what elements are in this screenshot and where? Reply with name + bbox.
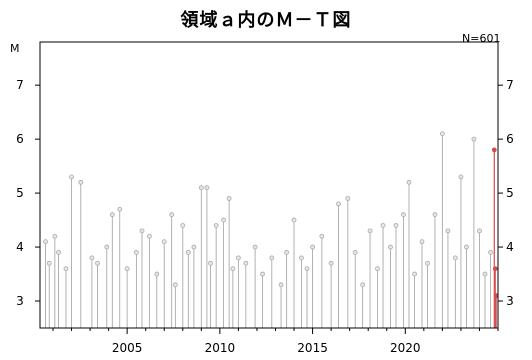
stem-point bbox=[104, 244, 110, 250]
stem-point bbox=[198, 185, 204, 191]
stem-point bbox=[367, 228, 373, 234]
stem-point bbox=[491, 147, 497, 153]
stem-point bbox=[352, 250, 358, 255]
stem-point bbox=[284, 250, 290, 255]
stem-point bbox=[243, 260, 249, 266]
x-tick-label: 2005 bbox=[112, 341, 143, 355]
stem-point bbox=[252, 244, 258, 250]
stem-point bbox=[154, 271, 160, 277]
y-tick-label-right: 7 bbox=[506, 78, 514, 92]
stem-point bbox=[360, 282, 366, 288]
stem-point bbox=[230, 266, 236, 272]
y-tick-label-left: 4 bbox=[16, 240, 24, 254]
stem-point bbox=[204, 185, 210, 191]
stem-point bbox=[89, 255, 95, 261]
stem-point bbox=[345, 196, 351, 201]
stem-point bbox=[185, 250, 191, 255]
stem-point bbox=[117, 206, 123, 212]
y-tick-label-right: 6 bbox=[506, 132, 514, 146]
stem-point bbox=[56, 250, 61, 255]
x-tick-label: 2010 bbox=[205, 341, 236, 355]
x-tick-label: 2020 bbox=[390, 341, 421, 355]
stem-point bbox=[221, 217, 226, 223]
y-tick-label-right: 4 bbox=[506, 240, 514, 254]
stem-point bbox=[375, 266, 380, 272]
y-tick-label-left: 6 bbox=[16, 132, 24, 146]
stem-point bbox=[406, 179, 412, 185]
stem-point bbox=[63, 266, 69, 272]
stem-point bbox=[109, 212, 115, 218]
stem-point bbox=[169, 212, 175, 218]
stem-point bbox=[439, 131, 445, 137]
stem-point bbox=[445, 228, 451, 234]
stem-point bbox=[46, 260, 52, 266]
x-tick-label: 2015 bbox=[297, 341, 328, 355]
y-axis-label: M bbox=[10, 42, 20, 55]
stem-point bbox=[226, 196, 232, 201]
stem-point bbox=[310, 244, 315, 250]
stem-point bbox=[269, 255, 275, 261]
plot-frame bbox=[39, 41, 499, 329]
stem-point bbox=[319, 233, 325, 239]
stem-point bbox=[134, 250, 139, 255]
stem-point bbox=[401, 212, 406, 218]
stem-point bbox=[147, 233, 152, 239]
stem-point bbox=[180, 223, 186, 228]
y-tick-label-right: 5 bbox=[506, 186, 514, 200]
stem-point bbox=[69, 174, 74, 180]
stem-point bbox=[458, 174, 464, 180]
stem-point bbox=[124, 266, 130, 272]
stem-point bbox=[161, 239, 167, 245]
stem-point bbox=[291, 217, 297, 223]
stem-point bbox=[492, 266, 498, 272]
stem-point bbox=[488, 250, 493, 255]
y-tick-label-left: 7 bbox=[16, 78, 24, 92]
stem-point bbox=[464, 244, 469, 250]
stem-point bbox=[412, 271, 417, 277]
stem-point bbox=[380, 223, 386, 228]
stem-point bbox=[191, 244, 197, 250]
stem-point bbox=[452, 255, 458, 261]
stem-point bbox=[52, 233, 58, 239]
stem-point bbox=[388, 244, 393, 250]
stem-point bbox=[208, 260, 213, 266]
stem-point bbox=[432, 212, 438, 218]
chart-title: 領域ａ内のＭ－Ｔ図 bbox=[180, 10, 352, 31]
stem-point bbox=[278, 282, 284, 288]
stem-point bbox=[139, 228, 145, 234]
stem-point bbox=[482, 271, 488, 277]
stem-point bbox=[393, 223, 399, 228]
stem-point bbox=[260, 271, 265, 277]
stem-point bbox=[95, 260, 100, 266]
stem-point bbox=[236, 255, 241, 261]
stem-point bbox=[425, 260, 430, 266]
stem-point bbox=[419, 239, 425, 245]
y-tick-label-left: 3 bbox=[16, 294, 24, 308]
stem-point bbox=[471, 136, 477, 142]
y-tick-label-left: 5 bbox=[16, 186, 24, 200]
stem-point bbox=[477, 228, 482, 234]
stem-point bbox=[172, 282, 178, 288]
stem-point bbox=[43, 239, 48, 245]
stem-point bbox=[213, 223, 219, 228]
stem-point bbox=[299, 255, 304, 261]
stem-point bbox=[304, 266, 310, 272]
y-tick-label-right: 3 bbox=[506, 294, 514, 308]
stem-point bbox=[78, 179, 84, 185]
stem-point bbox=[328, 260, 334, 266]
stem-point bbox=[336, 201, 341, 207]
